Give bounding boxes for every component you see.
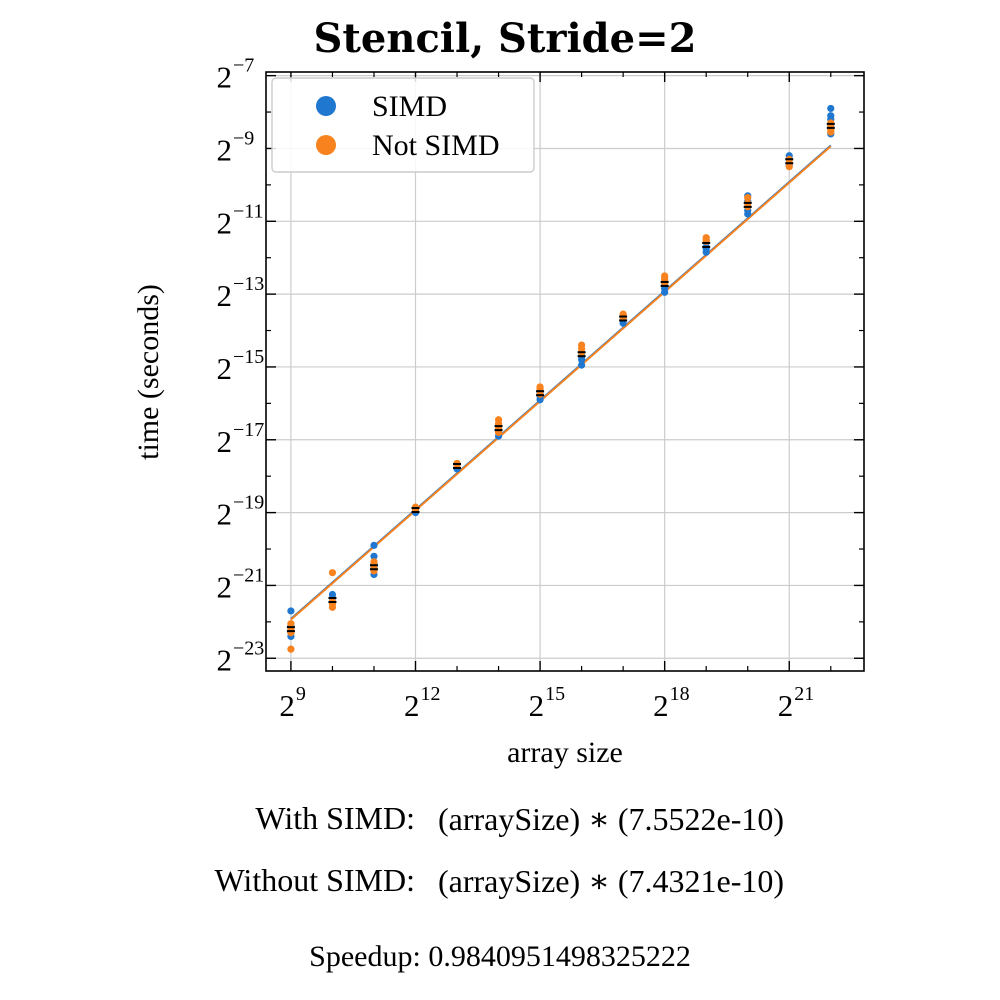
y-tick-label: 2 [217,569,233,604]
speedup-label: Speedup: [309,940,421,973]
formula-simd: With SIMD: (arraySize) ∗ (7.5522e-10) [0,800,1000,850]
point-simd [370,541,378,549]
point-not-simd [328,569,337,577]
point-not-simd [536,383,544,391]
point-not-simd [785,163,793,171]
x-tick-exponent: 15 [545,683,565,705]
point-simd [827,112,835,120]
legend-label-not-simd: Not SIMD [372,129,500,162]
x-tick-exponent: 18 [670,683,690,705]
point-simd [744,210,752,218]
legend-label-simd: SIMD [372,90,447,123]
point-not-simd [661,272,669,280]
point-simd [370,552,378,560]
formula-simd-label: With SIMD: [255,800,415,836]
speedup-value: 0.9840951498325222 [428,940,691,973]
speedup-text: Speedup: 0.9840951498325222 [0,940,1000,974]
y-tick-exponent: −11 [233,200,264,222]
point-not-simd [744,194,752,202]
x-axis-label: array size [507,736,623,769]
x-tick-exponent: 12 [421,683,441,705]
legend-box [271,77,535,173]
fit-line-not-simd [290,145,832,621]
y-tick-exponent: −21 [233,564,264,586]
point-simd [827,104,835,113]
y-tick-exponent: −13 [233,273,264,295]
y-tick-label: 2 [217,132,233,167]
y-tick-exponent: −7 [233,55,254,77]
y-tick-label: 2 [217,60,233,95]
y-tick-exponent: −9 [233,127,254,149]
x-tick-label: 2 [279,688,295,723]
legend: SIMD Not SIMD [271,77,535,173]
median-markers [286,122,835,633]
y-tick-label: 2 [217,497,233,532]
x-tick-exponent: 9 [296,683,306,705]
point-simd [328,590,337,599]
point-simd [578,361,586,369]
formula-not-simd: Without SIMD: (arraySize) ∗ (7.4321e-10) [0,862,1000,912]
y-tick-label: 2 [217,424,233,459]
y-tick-label: 2 [217,642,233,677]
formula-not-simd-expression: (arraySize) ∗ (7.4321e-10) [438,863,785,899]
tick-labels: 2 −72 −92 −112 −132 −152 −172 −192 −212 −232 9 2 12 2… [217,55,815,723]
point-not-simd [702,234,710,242]
legend-marker-simd [316,96,336,116]
x-tick-label: 2 [529,688,545,723]
legend-marker-not-simd [316,135,336,155]
point-not-simd [287,620,295,628]
point-not-simd [328,603,337,611]
y-tick-exponent: −19 [233,492,264,514]
point-not-simd [287,645,295,653]
formula-not-simd-label: Without SIMD: [214,862,416,898]
x-tick-label: 2 [404,688,420,723]
point-not-simd [827,128,835,136]
formula-simd-expression: (arraySize) ∗ (7.5522e-10) [438,801,785,837]
y-axis-label: time (seconds) [132,284,165,460]
x-tick-exponent: 21 [794,683,814,705]
plot-frame [265,71,865,672]
y-tick-exponent: −15 [233,346,264,368]
y-tick-label: 2 [217,351,233,386]
y-tick-exponent: −23 [233,637,264,659]
y-tick-exponent: −17 [233,419,264,441]
y-tick-label: 2 [217,278,233,313]
chart: Stencil, Stride=2 2 −72 −92 −112 −132 −152 −17… [132,15,865,769]
x-tick-label: 2 [653,688,669,723]
chart-title: Stencil, Stride=2 [314,15,697,62]
x-tick-label: 2 [778,688,794,723]
point-simd [287,607,295,615]
y-tick-label: 2 [217,205,233,240]
fit-lines [290,144,832,621]
axis-ticks [266,72,864,671]
data-points [287,104,835,653]
